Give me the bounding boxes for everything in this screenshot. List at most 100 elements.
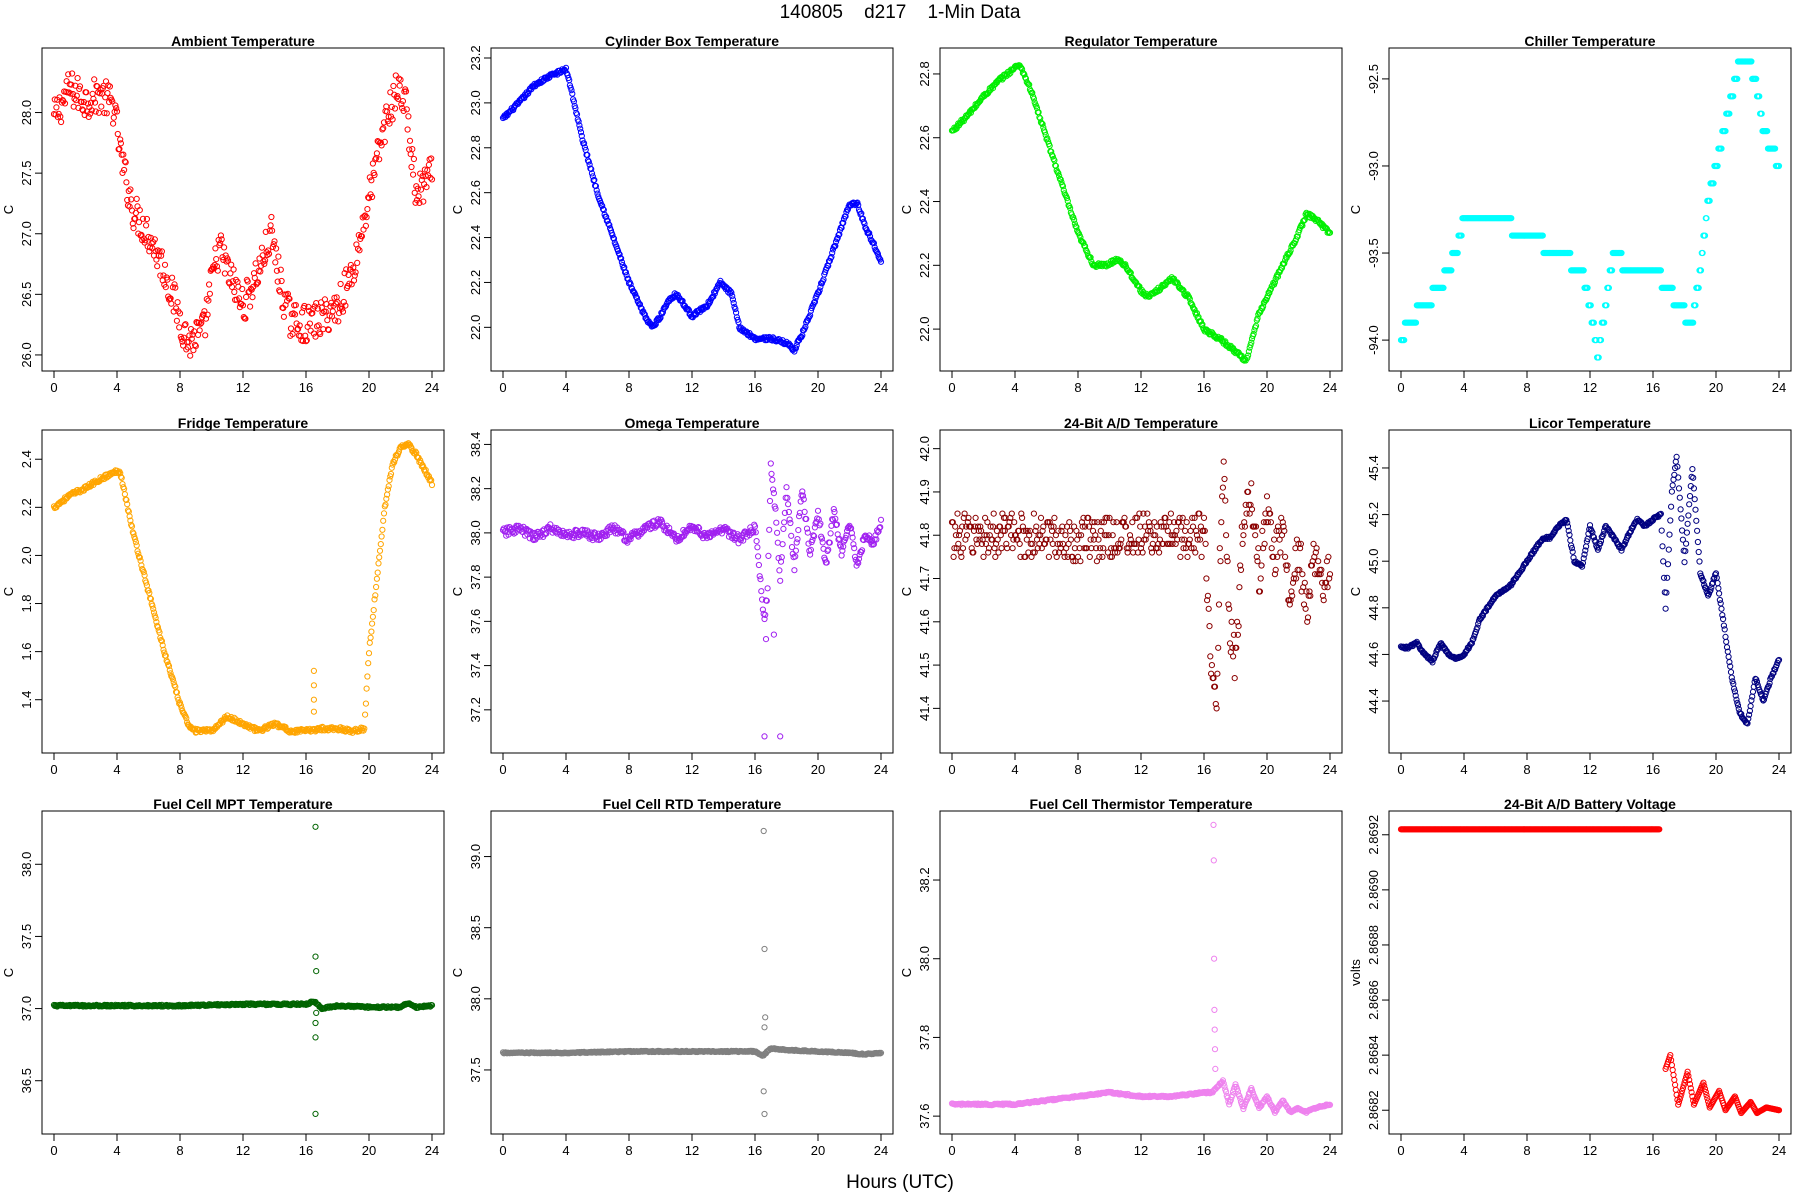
data-point xyxy=(238,300,245,308)
data-point xyxy=(1714,162,1721,170)
x-tick-label: 24 xyxy=(874,380,888,395)
data-point xyxy=(1448,267,1455,274)
data-point xyxy=(1586,522,1594,529)
data-point xyxy=(1772,666,1779,673)
data-point xyxy=(158,252,165,259)
data-point xyxy=(785,508,792,516)
data-point xyxy=(603,213,610,220)
data-point xyxy=(159,642,166,649)
y-tick-label: 41.6 xyxy=(917,609,932,634)
data-point xyxy=(105,82,112,89)
data-point xyxy=(1297,545,1304,552)
data-point xyxy=(124,202,132,209)
data-point xyxy=(795,527,802,534)
data-point xyxy=(152,614,159,622)
data-point xyxy=(183,715,190,722)
data-point xyxy=(420,198,427,205)
data-point xyxy=(394,93,401,100)
data-point xyxy=(584,157,592,164)
data-point xyxy=(87,110,94,117)
y-tick-label: 38.0 xyxy=(468,986,483,1011)
data-point xyxy=(1252,532,1259,539)
data-point xyxy=(125,187,132,195)
data-point xyxy=(778,554,785,561)
data-point xyxy=(139,566,146,573)
data-point xyxy=(368,177,375,184)
data-point xyxy=(265,247,272,254)
data-points xyxy=(50,823,436,1117)
data-point xyxy=(1001,527,1008,535)
x-tick-label: 4 xyxy=(562,1143,569,1158)
data-point xyxy=(1756,93,1763,100)
data-point xyxy=(1177,553,1184,561)
data-point xyxy=(54,114,61,121)
data-point xyxy=(231,288,238,296)
data-point xyxy=(191,341,199,348)
data-point xyxy=(1178,536,1185,543)
data-point xyxy=(239,285,246,293)
data-point xyxy=(1254,558,1261,565)
data-point xyxy=(779,541,786,548)
y-tick-label: 37.6 xyxy=(468,609,483,634)
data-point xyxy=(306,320,313,327)
data-point xyxy=(1198,322,1205,329)
data-point xyxy=(1300,217,1308,224)
data-point xyxy=(322,308,329,315)
data-point xyxy=(761,615,768,623)
x-tick-label: 12 xyxy=(236,762,250,777)
x-tick-label: 24 xyxy=(874,762,888,777)
data-point xyxy=(1032,527,1039,535)
data-point xyxy=(1319,592,1326,599)
outlier-point xyxy=(313,1009,320,1016)
data-point xyxy=(1696,558,1703,565)
data-point xyxy=(662,304,669,311)
data-point xyxy=(302,338,310,345)
data-point xyxy=(750,529,757,536)
data-point xyxy=(1669,482,1676,489)
y-tick-label: 42.0 xyxy=(917,436,932,461)
data-point xyxy=(388,103,395,111)
data-point xyxy=(377,139,384,146)
data-point xyxy=(276,288,284,295)
data-point xyxy=(202,315,210,322)
data-point xyxy=(1694,538,1701,546)
data-point xyxy=(295,325,302,333)
data-point xyxy=(1233,644,1240,651)
data-point xyxy=(1412,319,1420,326)
data-point xyxy=(1055,170,1062,177)
data-point xyxy=(126,513,133,520)
data-point xyxy=(696,525,703,532)
data-point xyxy=(1186,536,1193,543)
data-point xyxy=(228,283,236,290)
data-point xyxy=(1734,702,1742,709)
data-point xyxy=(217,240,224,247)
data-point xyxy=(177,702,184,709)
data-point xyxy=(176,700,183,707)
data-point xyxy=(69,70,76,77)
panel-title: Fuel Cell RTD Temperature xyxy=(603,796,782,812)
y-tick-label: 1.8 xyxy=(19,594,34,612)
data-point xyxy=(1261,540,1268,548)
data-point xyxy=(408,444,415,451)
data-point xyxy=(1229,644,1236,651)
data-point xyxy=(1162,514,1169,522)
outlier-point xyxy=(310,708,317,715)
data-point xyxy=(366,639,373,646)
data-point xyxy=(381,138,388,146)
x-tick-label: 0 xyxy=(50,1143,57,1158)
data-point xyxy=(1600,531,1607,538)
data-point xyxy=(1746,711,1753,718)
x-tick-label: 20 xyxy=(1709,762,1723,777)
data-point xyxy=(1003,540,1010,548)
data-point xyxy=(876,524,883,531)
data-point xyxy=(203,296,210,303)
data-point xyxy=(112,102,119,109)
data-point xyxy=(1770,670,1777,677)
data-point xyxy=(1716,590,1723,597)
y-tick-label: 22.4 xyxy=(468,225,483,250)
data-point xyxy=(1683,540,1690,547)
data-point xyxy=(384,108,391,115)
data-point xyxy=(1676,494,1683,501)
data-point xyxy=(977,523,984,530)
y-tick-label: 27.0 xyxy=(19,221,34,246)
